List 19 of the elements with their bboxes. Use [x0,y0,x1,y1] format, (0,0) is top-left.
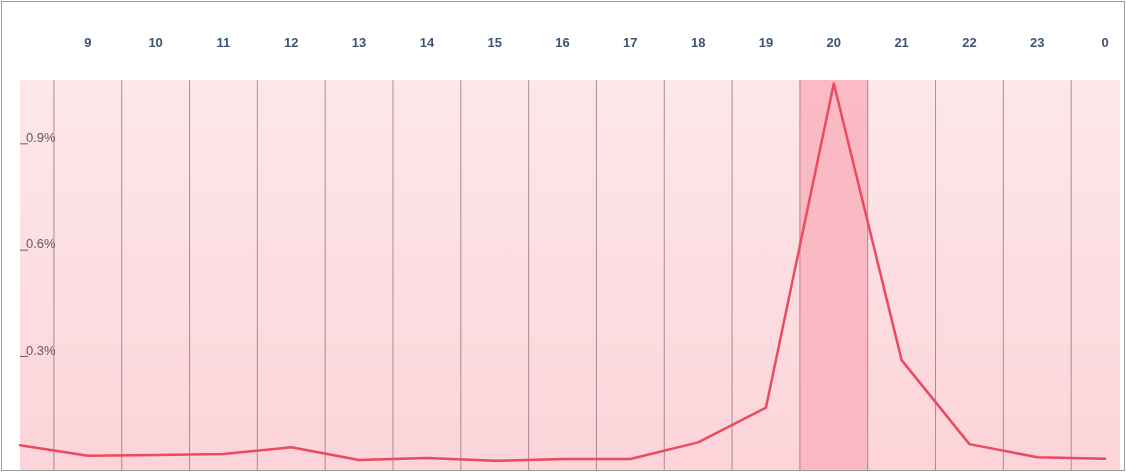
y-tick-label: 0.9% [26,129,57,145]
x-tick-label: 9 [84,35,92,50]
x-tick-label: 10 [148,35,163,50]
x-tick-label: 22 [962,35,977,50]
y-tick-label: 0.6% [26,236,57,252]
x-tick-label: 19 [758,35,774,50]
x-tick-label: 12 [284,35,299,50]
x-tick-label: 11 [216,35,231,50]
x-tick-label: 18 [690,35,706,50]
x-tick-label: 21 [894,35,909,50]
x-tick-label: 23 [1030,35,1045,50]
x-tick-label: 15 [487,35,502,50]
x-tick-label: 0 [1101,35,1109,50]
x-tick-label: 14 [419,35,435,50]
x-tick-label: 16 [555,35,570,50]
x-tick-label: 20 [826,35,842,50]
y-tick-label: 0.3% [26,342,57,358]
x-tick-label: 17 [623,35,638,50]
x-tick-label: 13 [351,35,367,50]
